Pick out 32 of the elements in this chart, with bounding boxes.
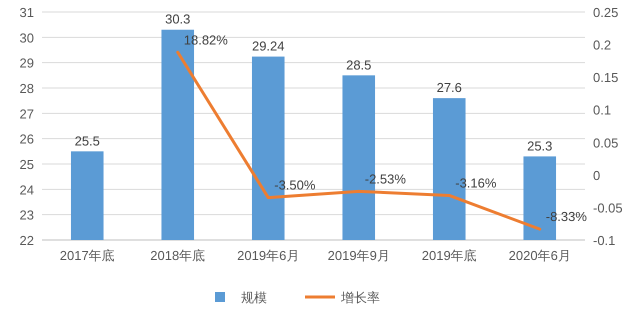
data-label: 25.3 — [527, 138, 552, 154]
y2-tick-label: 0.1 — [593, 102, 612, 118]
y2-tick-label: -0.1 — [593, 233, 616, 248]
y-tick-label: 27 — [20, 106, 34, 122]
y2-tick-label: 0.25 — [593, 5, 618, 20]
data-label: 27.6 — [436, 80, 462, 96]
data-label: 30.3 — [165, 12, 190, 27]
y-tick-label: 26 — [20, 132, 34, 147]
data-label: 25.5 — [74, 133, 100, 148]
y2-tick-label: 0.2 — [593, 38, 612, 53]
y2-tick-label: 0.05 — [593, 135, 618, 150]
y2-tick-label: -0.05 — [593, 200, 623, 216]
data-label: 29.24 — [252, 38, 285, 54]
x-tick-label: 2017年底 — [60, 248, 115, 263]
y-tick-label: 24 — [20, 182, 34, 198]
y-tick-label: 30 — [20, 30, 34, 46]
data-label: 28.5 — [346, 57, 372, 72]
x-tick-label: 2019年9月 — [328, 248, 390, 263]
y-tick-label: 28 — [20, 81, 34, 96]
x-tick-label: 2020年6月 — [508, 248, 571, 263]
legend-label: 规模 — [241, 290, 267, 305]
legend-label: 增长率 — [340, 290, 380, 305]
x-tick-label: 2019年6月 — [237, 248, 300, 263]
x-tick-label: 2018年底 — [150, 248, 206, 263]
y-tick-label: 23 — [20, 208, 34, 223]
y-tick-label: 31 — [20, 5, 34, 20]
y2-tick-label: 0.15 — [593, 70, 618, 86]
y-tick-label: 29 — [20, 56, 34, 71]
y-tick-label: 25 — [20, 157, 34, 172]
y-tick-label: 22 — [20, 233, 34, 248]
x-tick-label: 2019年底 — [422, 248, 477, 263]
y2-tick-label: 0 — [593, 168, 600, 183]
